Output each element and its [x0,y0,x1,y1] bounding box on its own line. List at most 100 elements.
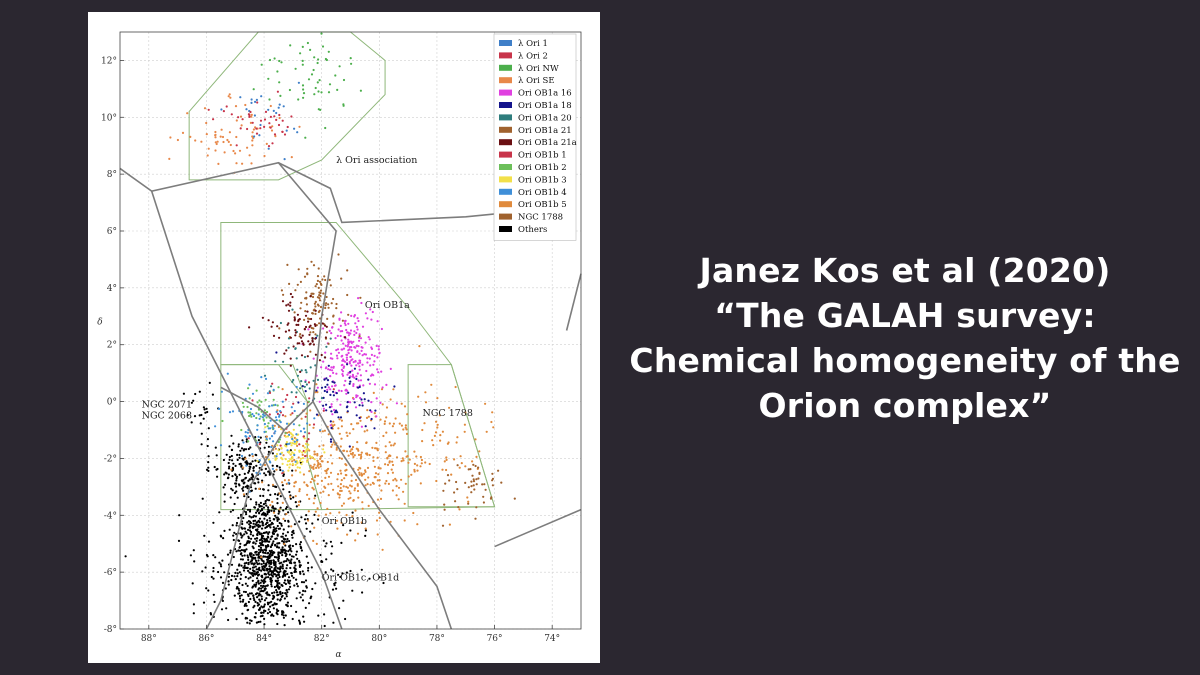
star-point [272,388,275,391]
star-point [253,583,256,586]
star-point [297,268,300,271]
star-point [430,383,433,386]
star-point [250,572,253,575]
star-point [377,348,380,351]
star-point [301,570,304,573]
star-point [352,455,355,459]
star-point [260,95,263,98]
star-point [360,451,363,454]
star-point [359,379,363,382]
star-point [264,474,267,477]
star-point [295,597,298,600]
star-point [270,566,273,569]
star-point [289,357,292,360]
star-point [379,497,383,500]
star-point [403,519,406,522]
star-point [289,560,292,563]
star-point [303,275,307,278]
star-point [421,428,424,432]
star-point [320,353,323,357]
star-point [281,462,284,465]
star-point [194,139,197,142]
star-point [294,564,297,567]
x-tick-label: 76° [487,634,503,644]
star-point [256,459,259,463]
star-point [207,461,210,464]
star-point [352,361,355,364]
star-point [304,606,307,610]
star-point [251,579,254,582]
star-point [340,277,343,280]
star-point [249,619,252,622]
star-point [297,98,300,101]
star-point [236,572,239,575]
star-point [262,488,265,491]
star-point [247,537,250,540]
star-point [336,519,339,522]
star-point [176,138,179,142]
star-point [329,424,332,427]
star-point [206,154,209,157]
star-point [361,401,364,404]
star-point [340,389,343,393]
star-point [313,323,316,326]
star-point [293,523,296,526]
star-point [355,375,358,378]
star-point [283,538,286,541]
star-point [302,581,306,584]
star-point [305,303,308,306]
star-point [249,533,252,536]
star-point [214,149,217,152]
star-point [402,459,405,462]
star-point [247,437,250,440]
star-point [239,553,242,556]
star-point [265,538,268,542]
star-point [289,566,292,570]
star-point [295,391,298,394]
star-point [367,504,370,507]
star-point [255,132,259,135]
star-point [232,149,235,153]
star-point [263,472,266,475]
star-point [275,410,278,413]
star-point [268,473,271,476]
star-point [245,542,249,545]
star-point [256,574,260,577]
star-point [444,482,447,485]
star-point [355,377,358,381]
star-point [329,368,332,371]
star-point [285,512,288,516]
star-point [307,561,310,565]
star-point [333,582,336,585]
star-point [287,346,290,349]
star-point [271,574,274,577]
star-point [205,133,208,136]
star-point [302,402,305,405]
star-point [355,414,358,417]
star-point [255,539,258,543]
star-point [304,455,307,458]
star-point [315,466,318,469]
star-point [276,581,279,585]
star-point [299,333,302,336]
star-point [484,488,487,491]
star-point [307,569,310,572]
star-point [264,551,267,555]
star-point [279,94,282,97]
star-point [491,472,494,475]
star-point [341,370,345,373]
star-point [331,443,334,446]
y-axis-label: δ [97,318,102,328]
star-point [309,331,312,334]
star-point [371,310,374,314]
star-point [371,446,374,449]
star-point [329,375,332,378]
star-point [359,419,362,422]
star-point [258,472,262,475]
star-point [350,349,353,352]
star-point [361,363,364,366]
star-point [376,533,379,536]
star-point [323,275,326,278]
star-point [327,303,330,306]
star-point [255,98,258,101]
